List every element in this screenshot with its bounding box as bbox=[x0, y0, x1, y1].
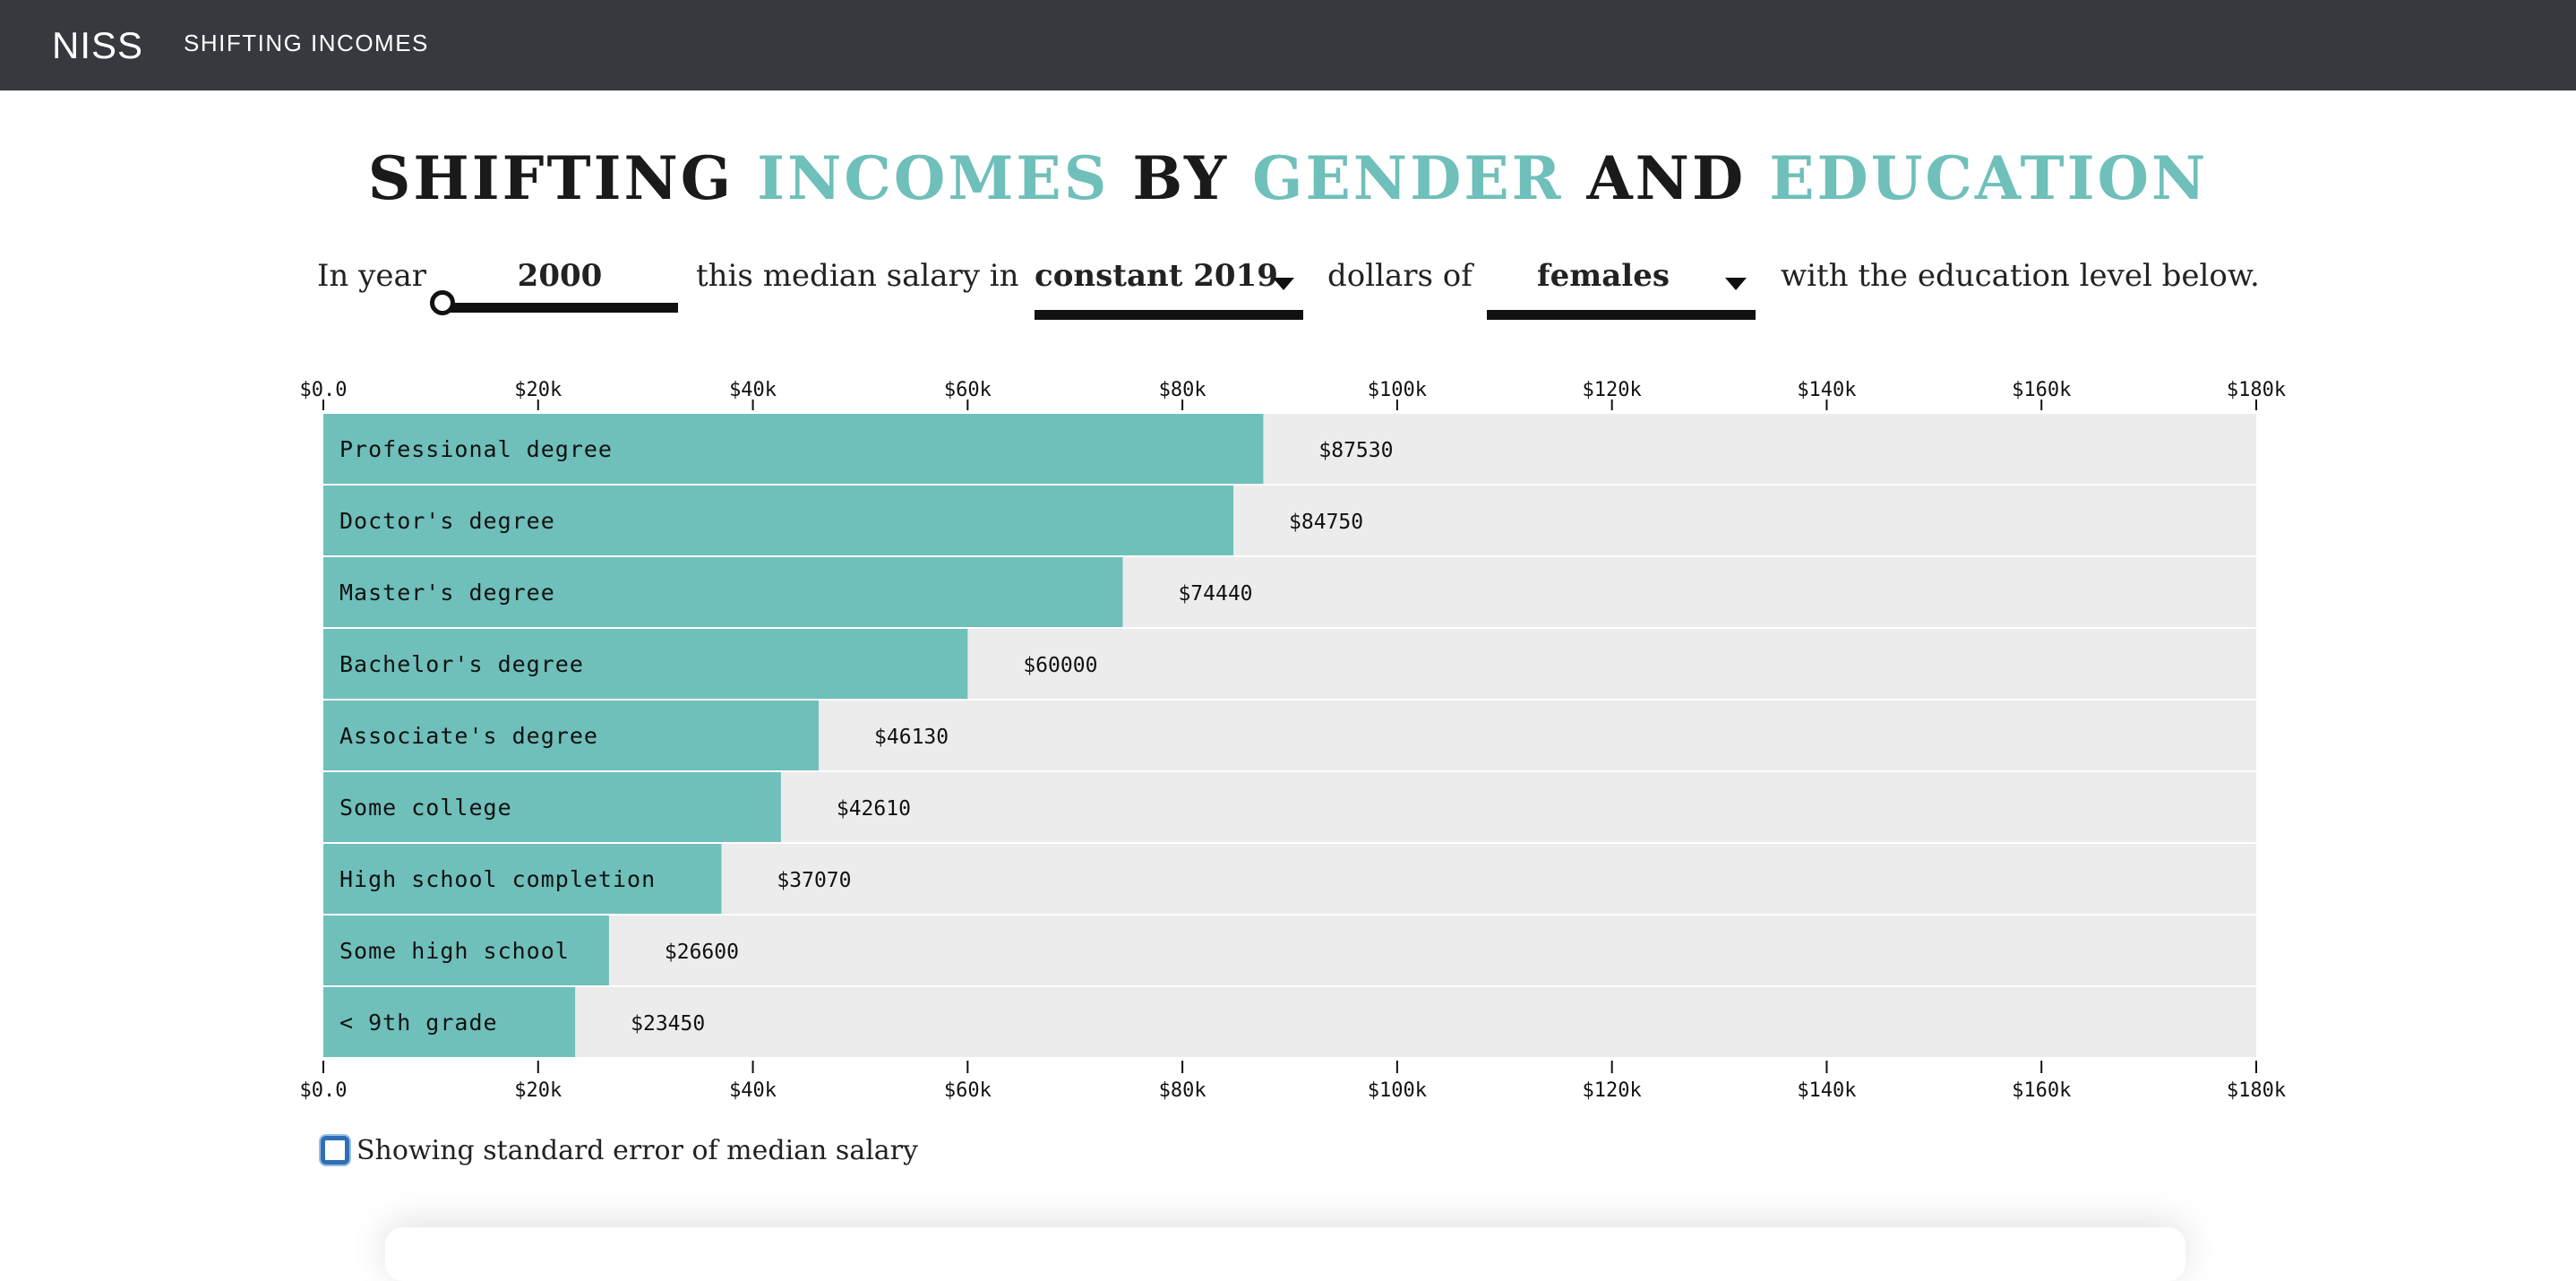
axis-tick-label-top: $140k bbox=[1797, 379, 1856, 401]
title-part: AND bbox=[1563, 143, 1770, 213]
bar-value-label: $26600 bbox=[665, 941, 739, 964]
axis-tick-label-bottom: $100k bbox=[1368, 1079, 1427, 1102]
bar-track bbox=[323, 916, 2256, 985]
page-title: SHIFTING INCOMES BY GENDER AND EDUCATION bbox=[0, 143, 2576, 213]
bar-value-label: $42610 bbox=[837, 797, 911, 821]
bar-value-label: $46130 bbox=[874, 726, 949, 749]
axis-tick-label-top: $160k bbox=[2012, 379, 2071, 401]
navbar: NISS SHIFTING INCOMES bbox=[0, 0, 2576, 90]
standard-error-label: Showing standard error of median salary bbox=[356, 1134, 918, 1166]
bar-category-label: High school completion bbox=[339, 866, 656, 892]
axis-tick-label-bottom: $140k bbox=[1797, 1079, 1856, 1102]
bar bbox=[323, 844, 722, 914]
chevron-down-icon bbox=[1273, 278, 1294, 290]
title-part: EDUCATION bbox=[1769, 143, 2209, 213]
sentence-prefix: In year bbox=[317, 258, 426, 294]
bar-value-label: $74440 bbox=[1178, 582, 1252, 606]
bar-category-label: Some high school bbox=[339, 938, 570, 964]
bar-track bbox=[323, 987, 2256, 1057]
axis-tick-label-top: $180k bbox=[2227, 379, 2286, 401]
axis-tick-label-bottom: $180k bbox=[2227, 1079, 2286, 1102]
dollar-basis-value: constant 2019 bbox=[1035, 258, 1278, 294]
axis-tick-label-top: $100k bbox=[1368, 379, 1427, 401]
axis-tick-label-bottom: $80k bbox=[1159, 1079, 1206, 1102]
bar-category-label: Professional degree bbox=[339, 436, 613, 462]
bar bbox=[323, 916, 609, 985]
bar bbox=[323, 629, 968, 699]
bar-category-label: Master's degree bbox=[339, 580, 555, 606]
bar-category-label: Bachelor's degree bbox=[339, 651, 584, 677]
sentence-middle2: dollars of bbox=[1327, 258, 1473, 294]
title-part: SHIFTING bbox=[367, 143, 758, 213]
axis-tick-label-bottom: $60k bbox=[944, 1079, 992, 1102]
brand-logo[interactable]: NISS bbox=[52, 24, 144, 66]
bar-value-label: $37070 bbox=[777, 869, 851, 892]
nav-link-shifting-incomes[interactable]: SHIFTING INCOMES bbox=[184, 30, 429, 56]
gender-value: females bbox=[1537, 258, 1670, 294]
bar-category-label: < 9th grade bbox=[339, 1010, 498, 1036]
year-slider-thumb[interactable] bbox=[430, 290, 455, 315]
standard-error-toggle[interactable]: Showing standard error of median salary bbox=[321, 1131, 918, 1170]
axis-tick-label-top: $0.0 bbox=[300, 379, 348, 401]
income-bar-chart: $0.0 $20k $40k $60k $80k $100k $120k $140k $160k… bbox=[300, 379, 2287, 1102]
axis-tick-label-bottom: $120k bbox=[1583, 1079, 1642, 1102]
dollar-basis-select[interactable]: constant 2019 bbox=[1035, 253, 1303, 320]
bar-category-label: Associate's degree bbox=[339, 723, 598, 749]
title-part: INCOMES bbox=[757, 143, 1110, 213]
bar bbox=[323, 772, 781, 842]
bar bbox=[323, 701, 820, 770]
axis-tick-label-top: $80k bbox=[1159, 379, 1206, 401]
sentence-suffix: with the education level below. bbox=[1781, 258, 2260, 294]
bar bbox=[323, 557, 1123, 627]
bar bbox=[323, 486, 1234, 555]
axis-tick-label-bottom: $160k bbox=[2012, 1079, 2071, 1102]
filter-sentence: In year 2000 this median salary in const… bbox=[0, 253, 2576, 324]
bar-value-label: $87530 bbox=[1318, 439, 1393, 462]
sentence-middle: this median salary in bbox=[696, 258, 1019, 294]
title-part: GENDER bbox=[1252, 143, 1564, 213]
bar-value-label: $60000 bbox=[1023, 654, 1097, 677]
bar bbox=[323, 987, 576, 1057]
bar-value-label: $23450 bbox=[631, 1012, 705, 1036]
card-edge bbox=[385, 1227, 2185, 1281]
bar-category-label: Doctor's degree bbox=[339, 508, 555, 534]
axis-tick-label-top: $60k bbox=[944, 379, 992, 401]
year-slider[interactable] bbox=[443, 303, 678, 313]
year-value: 2000 bbox=[517, 258, 603, 294]
axis-tick-label-top: $20k bbox=[514, 379, 562, 401]
chevron-down-icon bbox=[1725, 278, 1747, 290]
axis-tick-label-bottom: $0.0 bbox=[300, 1079, 348, 1102]
gender-select[interactable]: females bbox=[1487, 253, 1756, 320]
axis-tick-label-bottom: $40k bbox=[729, 1079, 777, 1102]
standard-error-checkbox[interactable] bbox=[321, 1136, 349, 1165]
title-part: BY bbox=[1109, 143, 1253, 213]
axis-tick-label-top: $120k bbox=[1583, 379, 1642, 401]
bar-category-label: Some college bbox=[339, 795, 512, 821]
axis-tick-label-bottom: $20k bbox=[514, 1079, 562, 1102]
axis-tick-label-top: $40k bbox=[729, 379, 777, 401]
bar-value-label: $84750 bbox=[1289, 511, 1363, 534]
bar bbox=[323, 414, 1264, 484]
